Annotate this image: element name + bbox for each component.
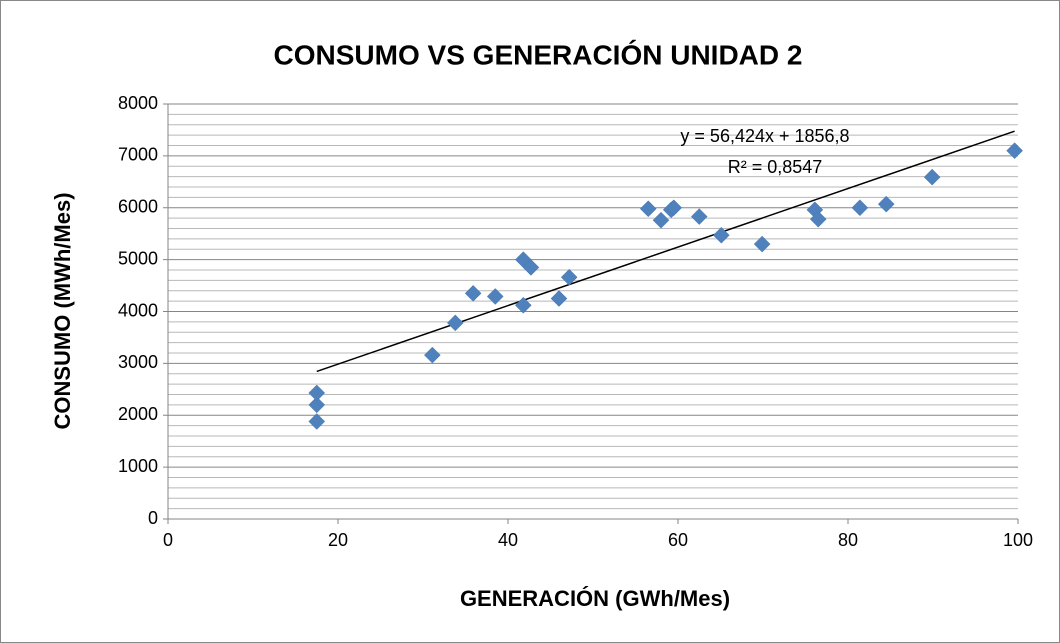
point [486, 288, 504, 305]
point [464, 284, 482, 302]
y-tick-label: 2000 [118, 404, 158, 424]
x-tick-label: 100 [1003, 530, 1033, 550]
point [560, 268, 578, 286]
y-tick-label: 6000 [118, 197, 158, 217]
y-tick-label: 4000 [118, 300, 158, 320]
y-tick-label: 1000 [118, 456, 158, 476]
x-axis-title: GENERACIÓN (GWh/Mes) [460, 586, 730, 611]
point [639, 200, 657, 218]
chart-title: CONSUMO VS GENERACIÓN UNIDAD 2 [274, 39, 803, 70]
point [550, 290, 568, 307]
point [446, 314, 464, 332]
x-tick-label: 80 [838, 530, 858, 550]
point [712, 226, 730, 244]
point [753, 235, 771, 253]
y-tick-label: 3000 [118, 352, 158, 372]
y-axis-title: CONSUMO (MWh/Mes) [50, 192, 75, 429]
point [652, 211, 670, 229]
x-tick-label: 40 [498, 530, 518, 550]
point [308, 413, 326, 430]
point [423, 346, 441, 364]
y-tick-label: 8000 [118, 93, 158, 113]
trendline-equation: y = 56,424x + 1856,8 [680, 126, 849, 146]
x-tick-label: 20 [328, 530, 348, 550]
point [851, 199, 869, 217]
point [809, 210, 827, 228]
y-tick-label: 0 [148, 508, 158, 528]
point [308, 384, 326, 402]
point [514, 296, 532, 314]
point [665, 199, 683, 217]
trendline [316, 130, 1015, 373]
point [877, 195, 895, 213]
point [1006, 142, 1023, 160]
point [923, 168, 941, 186]
x-tick-label: 0 [163, 530, 173, 550]
trendline-r2: R² = 0,8547 [728, 157, 823, 177]
y-tick-label: 7000 [118, 145, 158, 165]
y-tick-label: 5000 [118, 248, 158, 268]
point [690, 208, 708, 225]
point [522, 259, 540, 276]
point [308, 396, 326, 414]
x-tick-label: 60 [668, 530, 688, 550]
